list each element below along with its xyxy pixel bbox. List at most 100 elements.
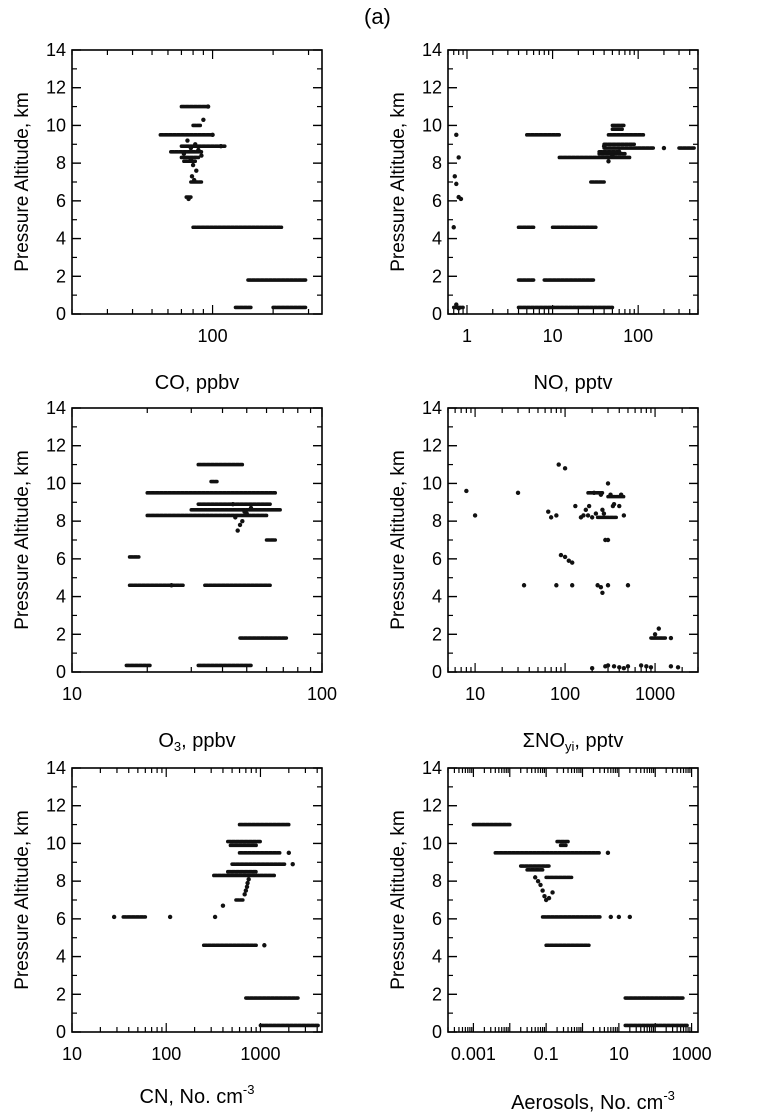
- data-point-noy: [600, 507, 605, 513]
- ytick-label-noy: 14: [422, 398, 442, 418]
- xtick-label-aer: 0.001: [451, 1044, 496, 1064]
- data-point-co: [199, 153, 204, 158]
- data-point-noy: [558, 552, 564, 558]
- chart-aer: 0 2 4 6 8 10 12 14 0.001 0.1 10 1000 Pressure Altitu…: [388, 758, 712, 1064]
- data-point-co: [210, 132, 215, 138]
- data-point-no: [456, 306, 461, 311]
- xtick-label-cn: 1000: [240, 1044, 280, 1064]
- data-point-noy: [583, 507, 589, 513]
- data-point-noy: [585, 513, 591, 518]
- data-point-aer: [550, 890, 555, 895]
- data-point-noy: [570, 583, 575, 588]
- ytick-label-aer: 6: [432, 909, 442, 929]
- data-point-noy: [648, 665, 654, 670]
- data-point-noy: [656, 626, 661, 631]
- ytick-label-noy: 10: [422, 473, 442, 493]
- xtick-label-noy: 1000: [635, 684, 675, 704]
- data-point-noy: [617, 503, 622, 509]
- data-point-cn: [244, 884, 250, 889]
- ytick-label-co: 8: [56, 153, 66, 173]
- data-point-noy: [598, 492, 604, 497]
- chart-co: 0 2 4 6 8 10 12 14 100 Pressure Altitude, km: [12, 40, 323, 346]
- data-point-no: [452, 174, 457, 179]
- ytick-label-no: 10: [422, 115, 442, 135]
- data-point-cn: [111, 914, 117, 920]
- ytick-label-cn: 8: [56, 871, 66, 891]
- data-point-o3: [240, 518, 245, 524]
- data-point-co: [181, 151, 187, 156]
- ytick-label-noy: 8: [432, 511, 442, 531]
- data-point-co: [196, 147, 201, 153]
- ytick-label-cn: 2: [56, 984, 66, 1004]
- data-point-aer: [542, 894, 547, 899]
- ytick-label-no: 6: [432, 191, 442, 211]
- data-point-aer: [605, 850, 611, 856]
- data-point-noy: [573, 503, 578, 509]
- data-point-o3: [233, 515, 238, 520]
- ytick-label-aer: 0: [432, 1022, 442, 1042]
- data-point-noy: [617, 665, 622, 670]
- data-point-noy: [566, 558, 572, 563]
- data-point-o3: [235, 528, 240, 533]
- ytick-label-o3: 12: [46, 436, 66, 456]
- data-point-co: [218, 143, 224, 149]
- data-point-noy: [625, 583, 631, 588]
- data-point-co: [201, 117, 206, 122]
- ytick-label-no: 0: [432, 304, 442, 324]
- data-point-no: [454, 181, 459, 187]
- data-point-cn: [290, 861, 295, 867]
- data-point-noy: [554, 583, 559, 588]
- ytick-label-aer: 2: [432, 984, 442, 1004]
- data-point-noy: [605, 583, 611, 588]
- ytick-label-aer: 8: [432, 871, 442, 891]
- data-point-noy: [546, 509, 551, 514]
- data-point-co: [193, 142, 198, 147]
- data-point-noy: [605, 537, 611, 543]
- plot-frame-no: [447, 49, 699, 315]
- data-point-cn: [286, 850, 292, 856]
- ytick-label-noy: 4: [432, 587, 442, 607]
- xtick-label-aer: 10: [609, 1044, 629, 1064]
- data-point-co: [205, 104, 211, 109]
- data-point-noy: [621, 666, 627, 671]
- ytick-label-aer: 4: [432, 947, 442, 967]
- xtick-label-no: 10: [543, 326, 563, 346]
- ytick-label-o3: 10: [46, 473, 66, 493]
- ytick-label-o3: 4: [56, 587, 66, 607]
- ylabel-o3: Pressure Altitude, km: [12, 450, 33, 630]
- ytick-label-noy: 2: [432, 624, 442, 644]
- xlabel-cn: CN, No. cm-3: [139, 1082, 255, 1108]
- ytick-label-co: 4: [56, 229, 66, 249]
- xtick-label-o3: 10: [62, 684, 82, 704]
- plot-frame-noy: [447, 407, 699, 673]
- ytick-label-co: 14: [46, 40, 66, 60]
- data-point-aer: [608, 914, 614, 920]
- data-point-co: [189, 174, 195, 179]
- data-point-noy: [600, 590, 605, 595]
- data-point-cn: [212, 914, 218, 920]
- chart-no: 0 2 4 6 8 10 12 14 1 10 100 Pressure Altitude, km: [388, 40, 699, 346]
- data-point-noy: [548, 515, 554, 520]
- xlabel-noy: ΣNOyi, pptv: [522, 730, 624, 754]
- data-point-noy: [586, 503, 592, 509]
- ytick-label-co: 10: [46, 115, 66, 135]
- data-point-aer: [535, 878, 541, 884]
- data-point-noy: [515, 490, 521, 496]
- data-point-noy: [601, 511, 607, 516]
- ytick-label-cn: 4: [56, 947, 66, 967]
- ytick-label-no: 2: [432, 266, 442, 286]
- ytick-label-cn: 14: [46, 758, 66, 778]
- data-point-co: [185, 138, 190, 143]
- ytick-label-no: 8: [432, 153, 442, 173]
- ylabel-no: Pressure Altitude, km: [388, 92, 409, 272]
- data-point-cn: [243, 888, 249, 893]
- xlabel-co: CO, ppbv: [154, 372, 240, 394]
- data-point-co: [190, 162, 196, 168]
- data-point-noy: [589, 515, 595, 520]
- ytick-label-o3: 6: [56, 549, 66, 569]
- data-point-aer: [616, 914, 622, 920]
- ytick-label-aer: 10: [422, 833, 442, 853]
- data-point-noy: [625, 664, 631, 669]
- ytick-label-aer: 14: [422, 758, 442, 778]
